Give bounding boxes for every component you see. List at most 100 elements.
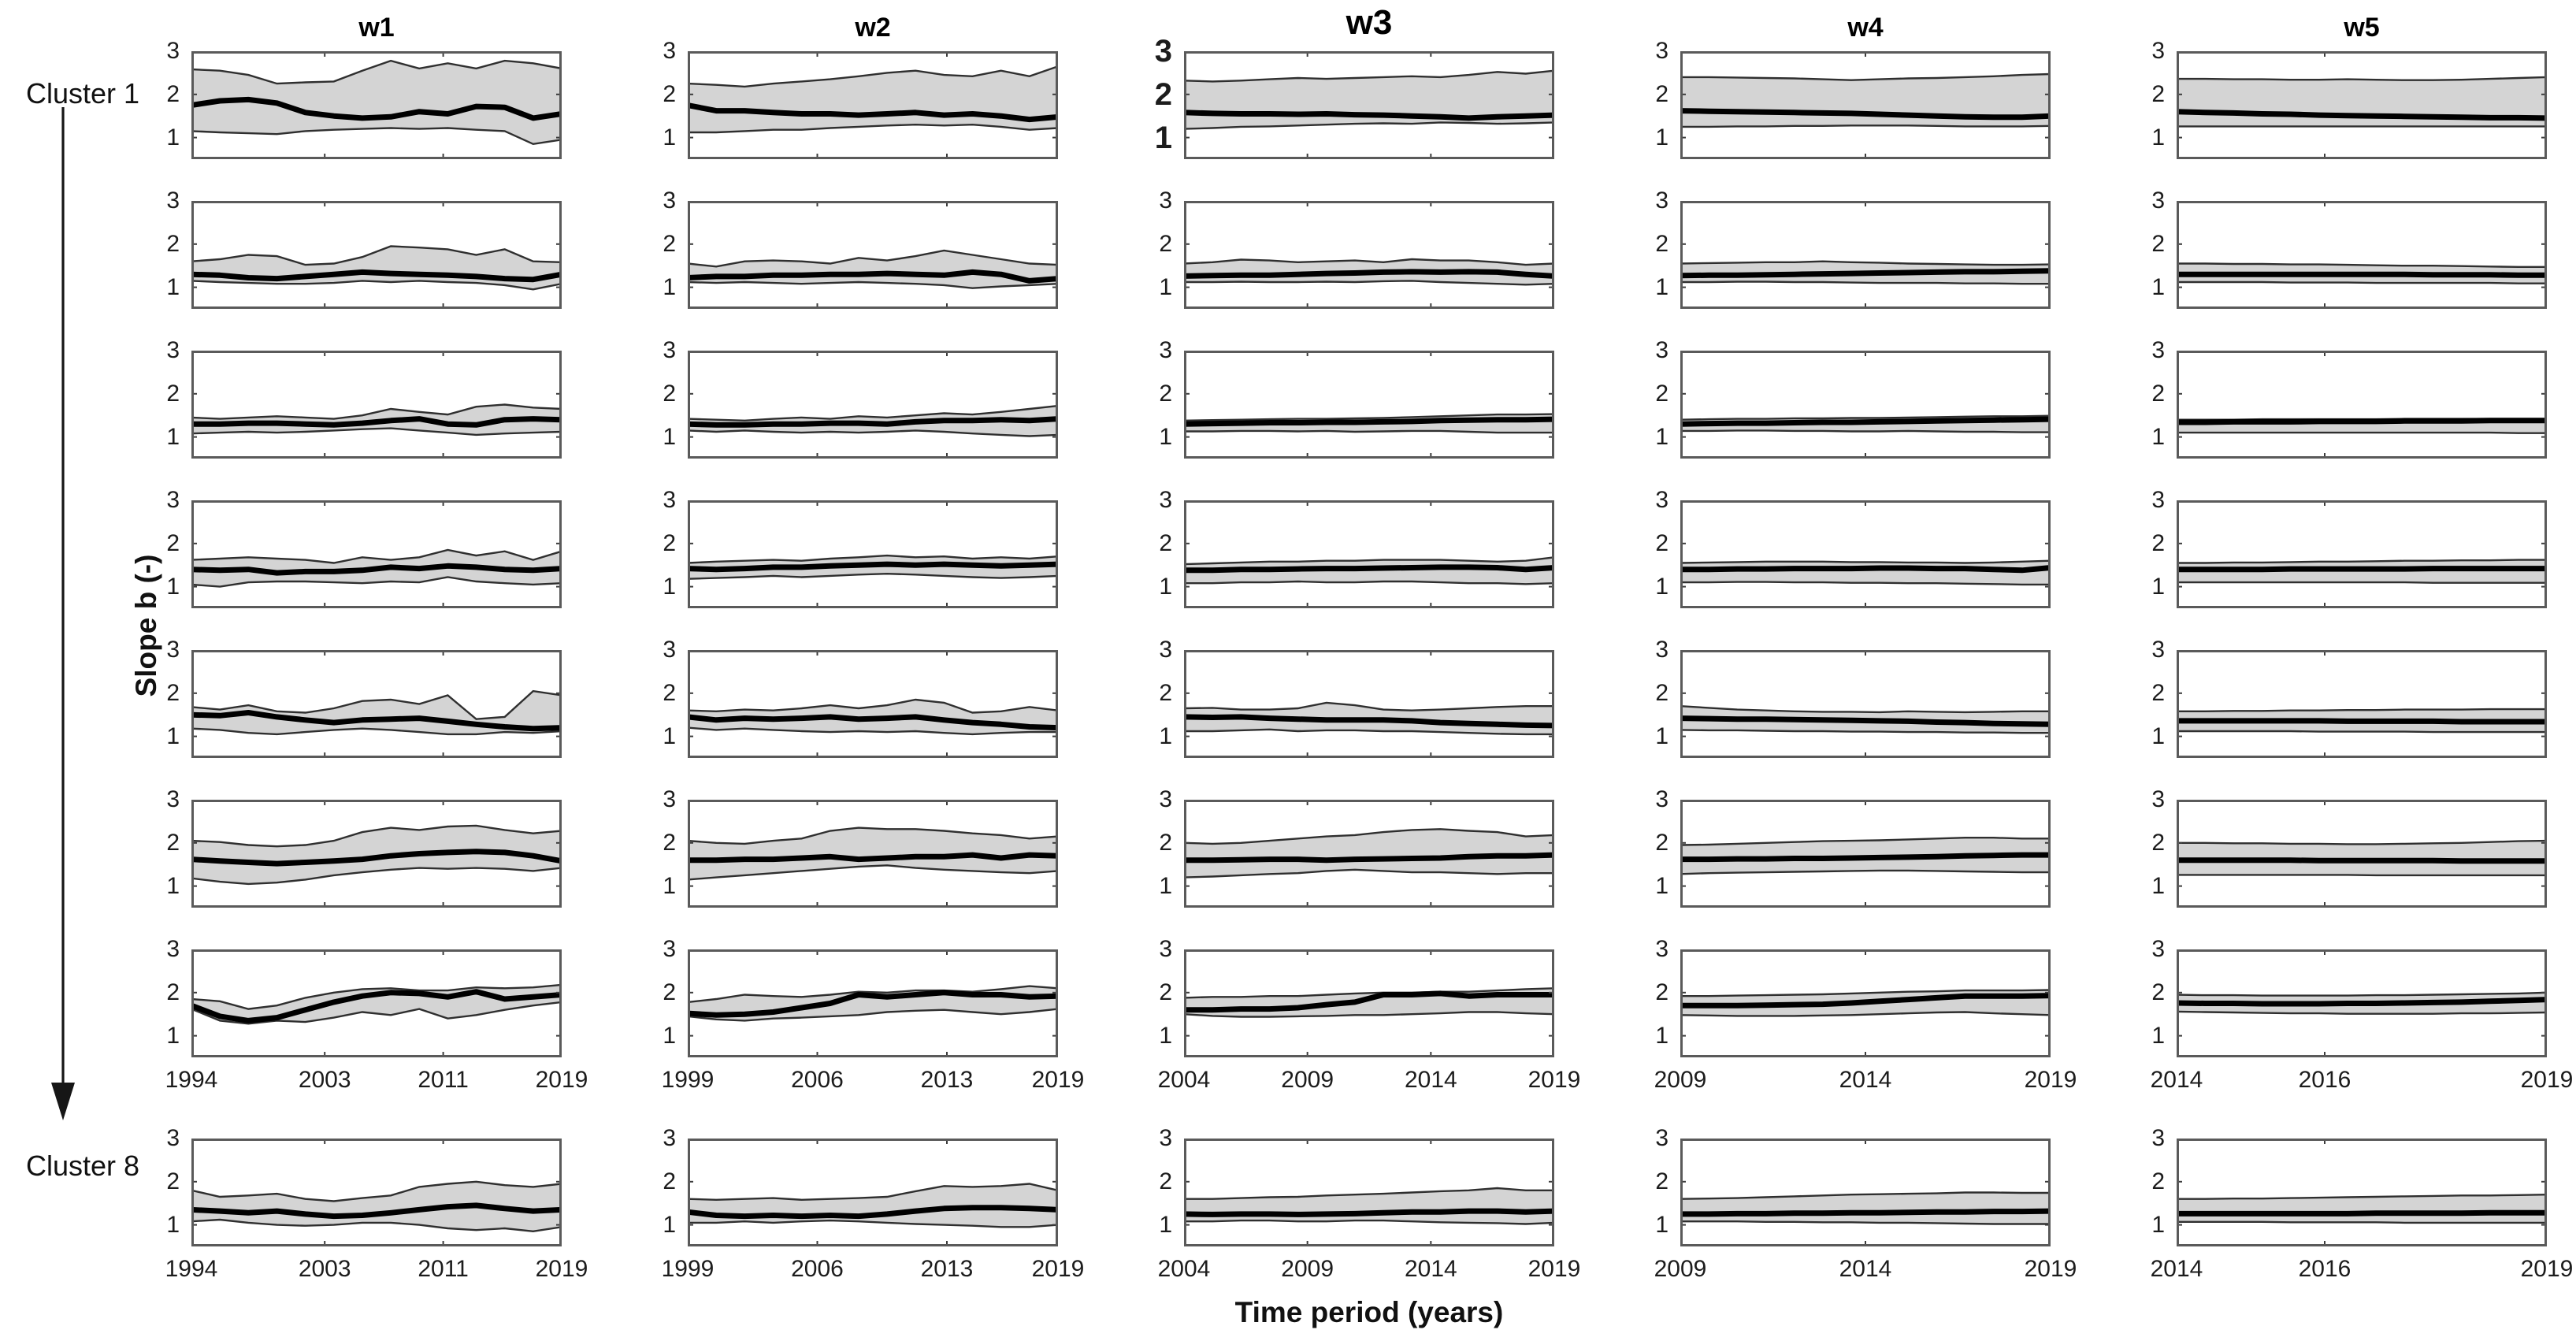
y-tick-label: 1 <box>166 573 180 600</box>
median-line <box>685 990 1061 1018</box>
y-tick-label: 2 <box>166 679 180 706</box>
y-tick-label: 2 <box>2151 979 2165 1005</box>
y-tick-label: 1 <box>2151 872 2165 899</box>
band-lower-edge <box>191 867 562 886</box>
subplot-canvas <box>2173 800 2550 908</box>
median-line <box>685 269 1061 284</box>
y-tick-label: 2 <box>1655 380 1668 407</box>
y-tick-label: 3 <box>166 487 180 513</box>
axes-box <box>1184 650 1554 758</box>
y-tick-label: 3 <box>2151 487 2165 513</box>
x-tick-label: 2013 <box>920 1256 974 1282</box>
subplot-cluster8-w4 <box>1677 1139 2054 1246</box>
subplot-cluster4-w2 <box>685 500 1061 608</box>
axes-box <box>2177 949 2547 1057</box>
subplot-canvas <box>685 1139 1061 1246</box>
axes-box <box>2177 800 2547 908</box>
y-tick-label: 3 <box>1655 38 1668 64</box>
axes-box <box>191 949 562 1057</box>
band-lower-edge <box>1680 280 2051 285</box>
subplot-cluster8-w1 <box>188 1139 565 1246</box>
band-upper-edge <box>1680 414 2051 421</box>
band-lower-edge <box>1680 124 2051 128</box>
y-tick-label: 2 <box>1655 80 1668 107</box>
subplot-canvas <box>188 500 565 608</box>
band-upper-edge <box>1680 72 2051 81</box>
band-lower-edge <box>688 1219 1059 1228</box>
y-tick-label: 3 <box>663 637 676 663</box>
column-title-w3: w3 <box>1346 3 1393 42</box>
subplot-canvas <box>685 51 1061 159</box>
y-tick-label: 3 <box>1159 637 1172 663</box>
band-lower-edge <box>687 864 1059 881</box>
subplot-canvas <box>685 351 1061 459</box>
subplot-canvas <box>2173 201 2550 309</box>
subplot-canvas <box>188 949 565 1057</box>
confidence-band <box>1680 560 2051 585</box>
subplot-cluster4-w3 <box>1181 500 1557 608</box>
y-tick-label: 1 <box>1655 872 1668 899</box>
median-line <box>2173 271 2550 278</box>
y-tick-label: 1 <box>1159 1211 1172 1238</box>
band-upper-edge <box>191 548 562 564</box>
subplot-canvas <box>1181 650 1557 758</box>
subplot-cluster5-w2 <box>685 650 1061 758</box>
subplot-canvas <box>2173 650 2550 758</box>
y-tick-label: 1 <box>663 1211 676 1238</box>
y-tick-label: 1 <box>2151 1211 2165 1238</box>
x-tick-label: 2014 <box>1404 1067 1457 1093</box>
x-tick-label: 2009 <box>1654 1067 1707 1093</box>
axes-box <box>1680 351 2051 459</box>
axes-box <box>688 51 1058 159</box>
y-tick-label: 2 <box>1655 529 1668 556</box>
x-tick-label: 2004 <box>1157 1067 1211 1093</box>
median-line <box>1181 269 1557 279</box>
y-tick-label: 3 <box>166 637 180 663</box>
subplot-canvas <box>1677 1139 2054 1246</box>
median-line <box>1677 715 2054 727</box>
band-upper-edge <box>1680 1191 2051 1200</box>
subplot-canvas <box>1181 1139 1557 1246</box>
y-tick-label: 2 <box>166 529 180 556</box>
y-tick-label: 3 <box>166 38 180 64</box>
x-tick-label: 2016 <box>2298 1067 2351 1093</box>
median-line <box>685 561 1061 573</box>
band-upper-edge <box>191 59 562 85</box>
subplot-canvas <box>1181 201 1557 309</box>
median-line <box>188 563 565 576</box>
band-upper-edge <box>191 403 562 420</box>
band-lower-edge <box>1680 581 2051 586</box>
median-line <box>685 416 1061 428</box>
x-tick-label: 2003 <box>298 1067 351 1093</box>
y-tick-label: 1 <box>663 872 676 899</box>
subplot-cluster1-w4 <box>1677 51 2054 159</box>
subplot-cluster6-w2 <box>685 800 1061 908</box>
band-upper-edge <box>2176 991 2548 997</box>
cluster-1-label: Cluster 1 <box>25 77 140 110</box>
band-lower-edge <box>191 427 562 436</box>
subplot-cluster7-w3 <box>1181 949 1557 1057</box>
x-tick-label: 2011 <box>418 1067 469 1093</box>
axes-box <box>688 1139 1058 1246</box>
axes-box <box>1680 500 2051 608</box>
subplot-cluster6-w4 <box>1677 800 2054 908</box>
x-tick-label: 2019 <box>2024 1256 2077 1282</box>
y-tick-label: 1 <box>1159 273 1172 300</box>
axes-box <box>2177 351 2547 459</box>
y-tick-label: 1 <box>166 273 180 300</box>
y-tick-label: 3 <box>2151 786 2165 812</box>
band-upper-edge <box>687 404 1059 422</box>
axes-box <box>1680 1139 2051 1246</box>
y-tick-label: 3 <box>2151 936 2165 962</box>
band-upper-edge <box>1183 701 1554 711</box>
band-lower-edge <box>687 280 1059 289</box>
axes-box <box>1184 51 1554 159</box>
y-tick-label: 1 <box>2151 573 2165 600</box>
y-tick-label: 1 <box>663 423 676 450</box>
median-line <box>1181 852 1557 864</box>
subplot-canvas <box>1181 949 1557 1057</box>
y-tick-label: 3 <box>663 1125 676 1151</box>
y-tick-label: 1 <box>2151 1022 2165 1049</box>
median-line <box>2173 718 2550 725</box>
